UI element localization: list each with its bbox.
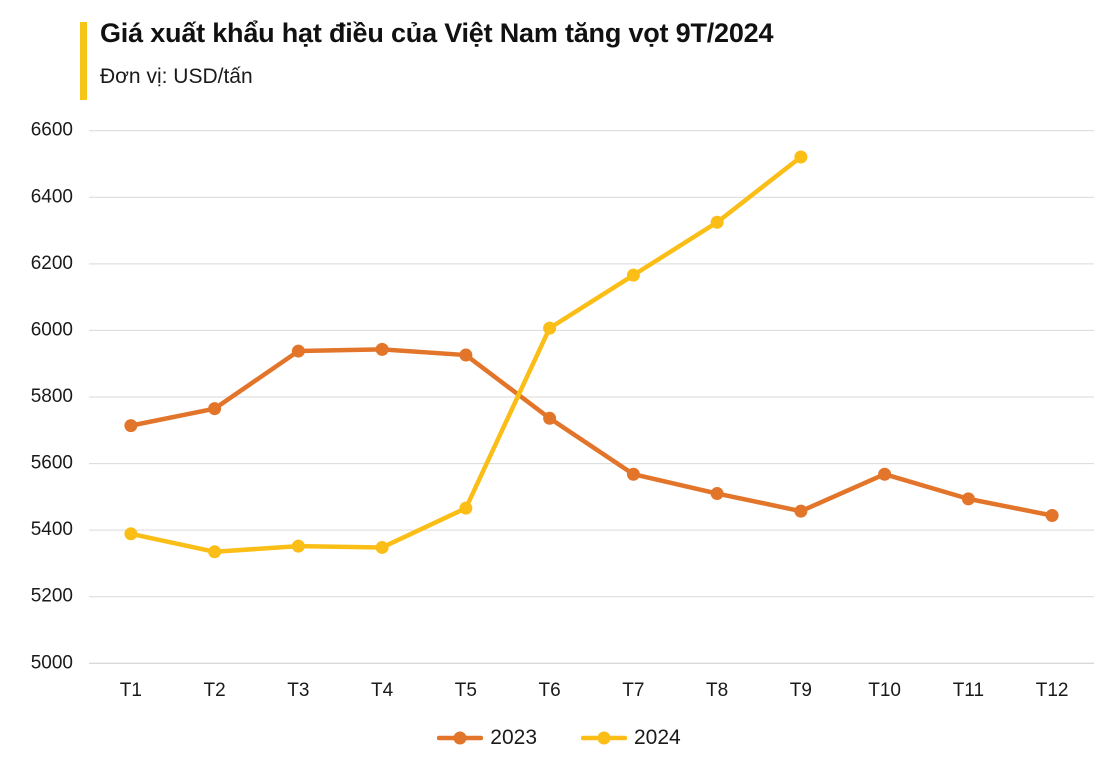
data-point-2024-T9 [794,150,808,164]
x-axis-tick-label: T7 [622,680,644,701]
data-point-2023-T4 [375,342,389,356]
legend-label: 2023 [490,726,537,749]
data-point-2024-T2 [208,545,222,559]
line-chart-svg: 5000 5200 5400 5600 5800 6000 6200 6400 6600 T1 T2… [31,120,1094,701]
data-point-2023-T5 [459,348,473,362]
y-axis-tick-label: 5200 [31,586,73,607]
x-axis-tick-label: T3 [287,680,309,701]
x-axis-tick-label: T8 [706,680,728,701]
data-point-2023-T1 [124,419,138,433]
y-axis-tick-label: 5600 [31,453,73,474]
x-axis-tick-label: T4 [371,680,394,701]
chart-legend: 2023 2024 [0,726,1118,750]
legend-swatch-2024 [581,731,627,745]
x-axis-tick-label: T2 [204,680,226,701]
y-axis-tick-label: 6600 [31,120,73,141]
y-axis-tick-label: 5800 [31,386,73,407]
title-accent-bar [80,22,87,100]
data-point-2024-T3 [291,539,305,553]
x-axis-tick-label: T12 [1036,680,1069,701]
data-point-2023-T3 [291,344,305,358]
x-axis-tick-label: T5 [455,680,477,701]
x-axis-tick-label: T11 [953,680,984,701]
data-point-2023-T12 [1045,509,1059,523]
series-line-2023 [128,347,1055,518]
legend-swatch-2023 [437,731,484,745]
y-axis-tick-label: 6200 [31,253,73,274]
data-point-2024-T6 [543,321,557,335]
chart-header: Giá xuất khẩu hạt điều của Việt Nam tăng… [70,18,1070,102]
data-point-2024-T4 [375,540,389,554]
legend-item-2024[interactable]: 2024 [581,726,681,750]
data-point-2023-T2 [208,402,222,416]
y-axis-tick-label: 6400 [31,186,73,207]
legend-item-2023[interactable]: 2023 [437,726,537,750]
data-point-2023-T7 [626,467,640,481]
data-point-2023-T6 [543,411,557,425]
x-axis-tick-label: T1 [120,680,142,701]
chart-subtitle: Đơn vị: USD/tấn [100,65,253,88]
data-point-2023-T10 [878,467,892,481]
page-title: Giá xuất khẩu hạt điều của Việt Nam tăng… [100,18,774,48]
x-axis-tick-label: T6 [539,680,561,701]
y-axis-tick-label: 5400 [31,519,73,540]
data-point-2023-T8 [710,487,724,501]
data-point-2023-T9 [794,504,808,518]
data-point-2024-T5 [459,501,473,515]
data-point-2024-T8 [710,215,724,229]
x-axis-tick-label: T10 [868,680,901,701]
data-point-2024-T1 [124,527,138,541]
data-point-2023-T11 [961,492,975,506]
y-axis-tick-label: 6000 [31,319,73,340]
data-point-2024-T7 [626,268,640,282]
x-axis-tick-label: T9 [790,680,812,701]
y-axis-tick-label: 5000 [31,652,73,673]
legend-label: 2024 [634,726,681,749]
